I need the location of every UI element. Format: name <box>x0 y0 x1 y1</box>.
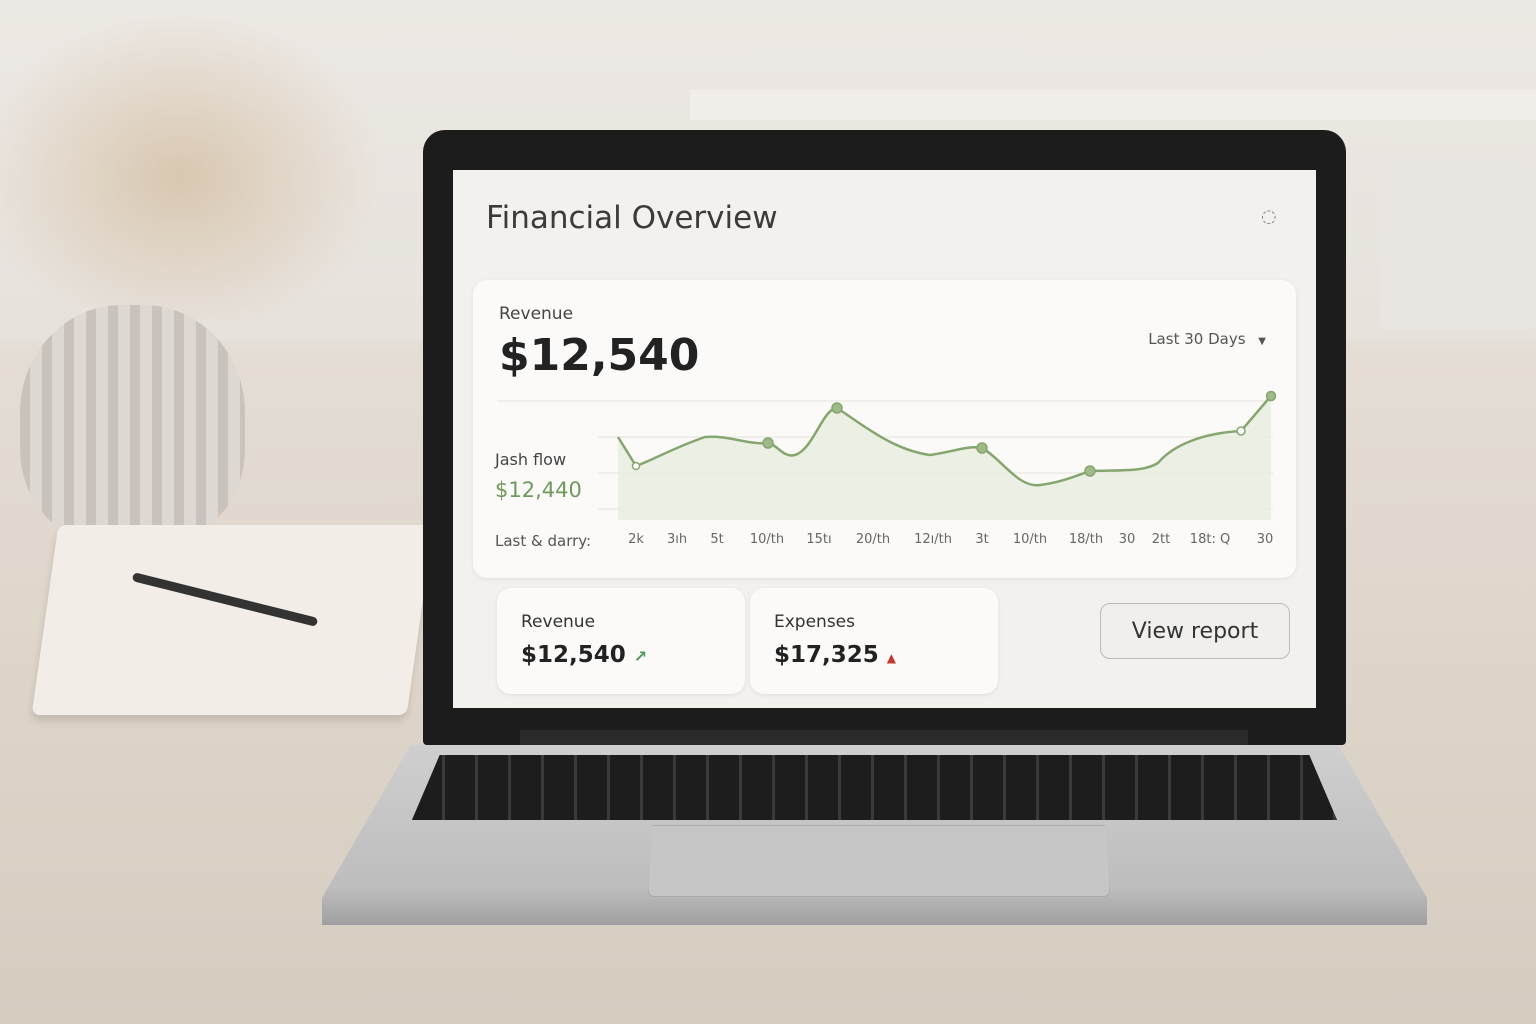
keyboard <box>412 755 1337 820</box>
x-tick-label: 2k <box>628 532 644 547</box>
x-tick-label: 2tt <box>1151 532 1171 547</box>
axis-label: Last & darry: <box>495 532 592 550</box>
dried-flowers <box>0 0 400 320</box>
x-tick-label: 30 <box>1118 532 1136 547</box>
data-point <box>1265 390 1277 402</box>
page-title: Financial Overview <box>486 200 778 236</box>
x-tick-label: 18t: Q <box>1189 532 1231 547</box>
card-label: Expenses <box>774 612 855 632</box>
chart-area <box>618 396 1271 520</box>
shelf <box>690 90 1536 120</box>
revenue-panel: Revenue $12,540 Last 30 Days ▼ Jash flow… <box>473 280 1296 578</box>
cash-flow-label: Jash flow <box>495 450 567 469</box>
data-point <box>831 402 843 414</box>
revenue-label: Revenue <box>499 304 574 324</box>
data-point <box>1084 465 1096 477</box>
laptop-hinge <box>520 730 1248 748</box>
x-tick-label: 12ı/th <box>914 532 952 547</box>
chevron-down-icon: ▼ <box>1258 336 1266 347</box>
x-tick-label: 10/th <box>1012 532 1048 547</box>
x-tick-label: 20/th <box>855 532 891 547</box>
spinner-icon: ◌ <box>1261 206 1277 227</box>
x-tick-label: 5t <box>710 532 724 547</box>
expenses-card: Expenses $17,325 ▲ <box>750 588 998 694</box>
x-tick-label: 15tı <box>806 532 832 547</box>
trackpad <box>648 825 1110 897</box>
notebook <box>31 525 434 715</box>
x-tick-label: 10/th <box>749 532 785 547</box>
cash-flow-value: $12,440 <box>495 478 582 502</box>
x-tick-label: 3t <box>975 532 989 547</box>
screen: Financial Overview ◌ Revenue $12,540 Las… <box>453 170 1316 708</box>
towels <box>1380 160 1536 330</box>
revenue-card: Revenue $12,540 ↗ <box>497 588 745 694</box>
card-value: $12,540 ↗ <box>521 642 647 668</box>
trend-up-icon: ↗ <box>633 647 648 666</box>
trend-up-icon: ▲ <box>886 651 897 665</box>
range-label: Last 30 Days <box>1148 330 1246 348</box>
x-tick-label: 3ıh <box>666 532 688 547</box>
card-value-text: $17,325 <box>774 642 879 668</box>
data-point <box>976 442 988 454</box>
range-dropdown[interactable]: Last 30 Days ▼ <box>1148 330 1266 348</box>
data-point <box>762 437 774 449</box>
card-value-text: $12,540 <box>521 642 626 668</box>
vase <box>20 305 245 545</box>
data-point <box>631 461 641 471</box>
cash-flow-chart <box>497 390 1277 520</box>
revenue-value: $12,540 <box>499 330 700 381</box>
card-label: Revenue <box>521 612 596 632</box>
view-report-button[interactable]: View report <box>1100 603 1290 659</box>
data-point <box>1236 426 1246 436</box>
x-tick-label: 18/th <box>1068 532 1104 547</box>
chart-line <box>616 395 1272 487</box>
x-tick-label: 30 <box>1256 532 1274 547</box>
card-value: $17,325 ▲ <box>774 642 896 668</box>
